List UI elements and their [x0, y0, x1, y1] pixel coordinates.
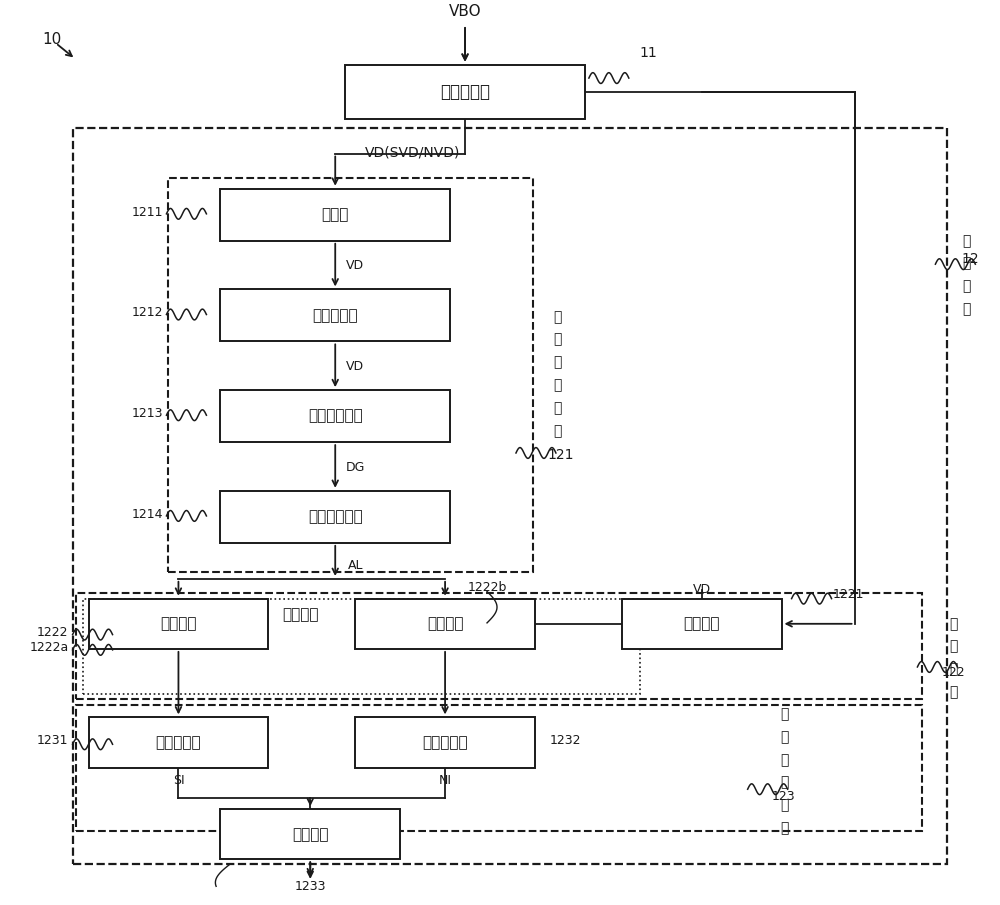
Bar — [622, 598, 782, 649]
Text: 1214: 1214 — [132, 508, 163, 520]
Text: 驱
动
芯
片: 驱 动 芯 片 — [962, 233, 971, 316]
Text: 1213: 1213 — [132, 407, 163, 420]
Text: VD(SVD/NVD): VD(SVD/NVD) — [365, 146, 461, 159]
Text: 1231: 1231 — [37, 734, 69, 748]
Text: 第一开关: 第一开关 — [160, 616, 197, 632]
Bar — [220, 491, 450, 543]
Text: 第二开关: 第二开关 — [427, 616, 463, 632]
Text: AL: AL — [347, 559, 363, 572]
Bar — [73, 129, 947, 864]
Text: NI: NI — [439, 774, 452, 786]
Text: 放大模块: 放大模块 — [292, 826, 329, 842]
Text: VD: VD — [346, 260, 364, 272]
Bar — [89, 718, 268, 767]
Text: 12: 12 — [961, 252, 979, 266]
Text: 1211: 1211 — [132, 205, 163, 218]
Text: 第一电流源: 第一电流源 — [156, 735, 201, 750]
Text: 123: 123 — [772, 790, 795, 803]
Bar — [89, 598, 268, 649]
Text: VD: VD — [693, 583, 711, 596]
Text: 数模转换单元: 数模转换单元 — [308, 510, 363, 524]
Text: SI: SI — [173, 774, 184, 786]
Text: 1232: 1232 — [550, 734, 581, 748]
Bar — [220, 390, 450, 443]
Bar — [345, 64, 585, 119]
Text: 选
择
模
块: 选 择 模 块 — [949, 617, 958, 700]
Bar — [355, 598, 535, 649]
Text: 电
流
驱
动
模
块: 电 流 驱 动 模 块 — [780, 707, 789, 835]
Bar — [220, 809, 400, 860]
Text: 第二电流源: 第二电流源 — [422, 735, 468, 750]
Text: DG: DG — [346, 461, 365, 474]
Bar — [168, 178, 533, 572]
Text: VBO: VBO — [449, 4, 481, 19]
Bar — [83, 598, 640, 694]
Text: 1222a: 1222a — [29, 641, 69, 653]
Text: 1221: 1221 — [833, 587, 864, 601]
Text: 开关单元: 开关单元 — [282, 607, 319, 623]
Bar — [220, 290, 450, 341]
Text: 数据锁存器: 数据锁存器 — [312, 308, 358, 323]
Text: 11: 11 — [640, 46, 658, 60]
Text: 1222b: 1222b — [467, 581, 507, 595]
Bar — [76, 705, 922, 831]
Text: 1212: 1212 — [132, 306, 163, 319]
Text: 121: 121 — [548, 448, 574, 462]
Text: 1233: 1233 — [295, 880, 326, 893]
Text: 数
据
处
理
模
块: 数 据 处 理 模 块 — [554, 310, 562, 438]
Bar — [220, 188, 450, 241]
Text: 寄存器: 寄存器 — [322, 207, 349, 223]
Text: 电平转换单元: 电平转换单元 — [308, 409, 363, 424]
Bar — [355, 718, 535, 767]
Text: 1222: 1222 — [37, 626, 69, 639]
Text: VD: VD — [346, 360, 364, 373]
Text: 10: 10 — [43, 32, 62, 47]
Bar — [76, 594, 922, 700]
Text: 122: 122 — [941, 666, 965, 679]
Text: 时序控制器: 时序控制器 — [440, 82, 490, 100]
Text: 控制单元: 控制单元 — [683, 616, 720, 632]
